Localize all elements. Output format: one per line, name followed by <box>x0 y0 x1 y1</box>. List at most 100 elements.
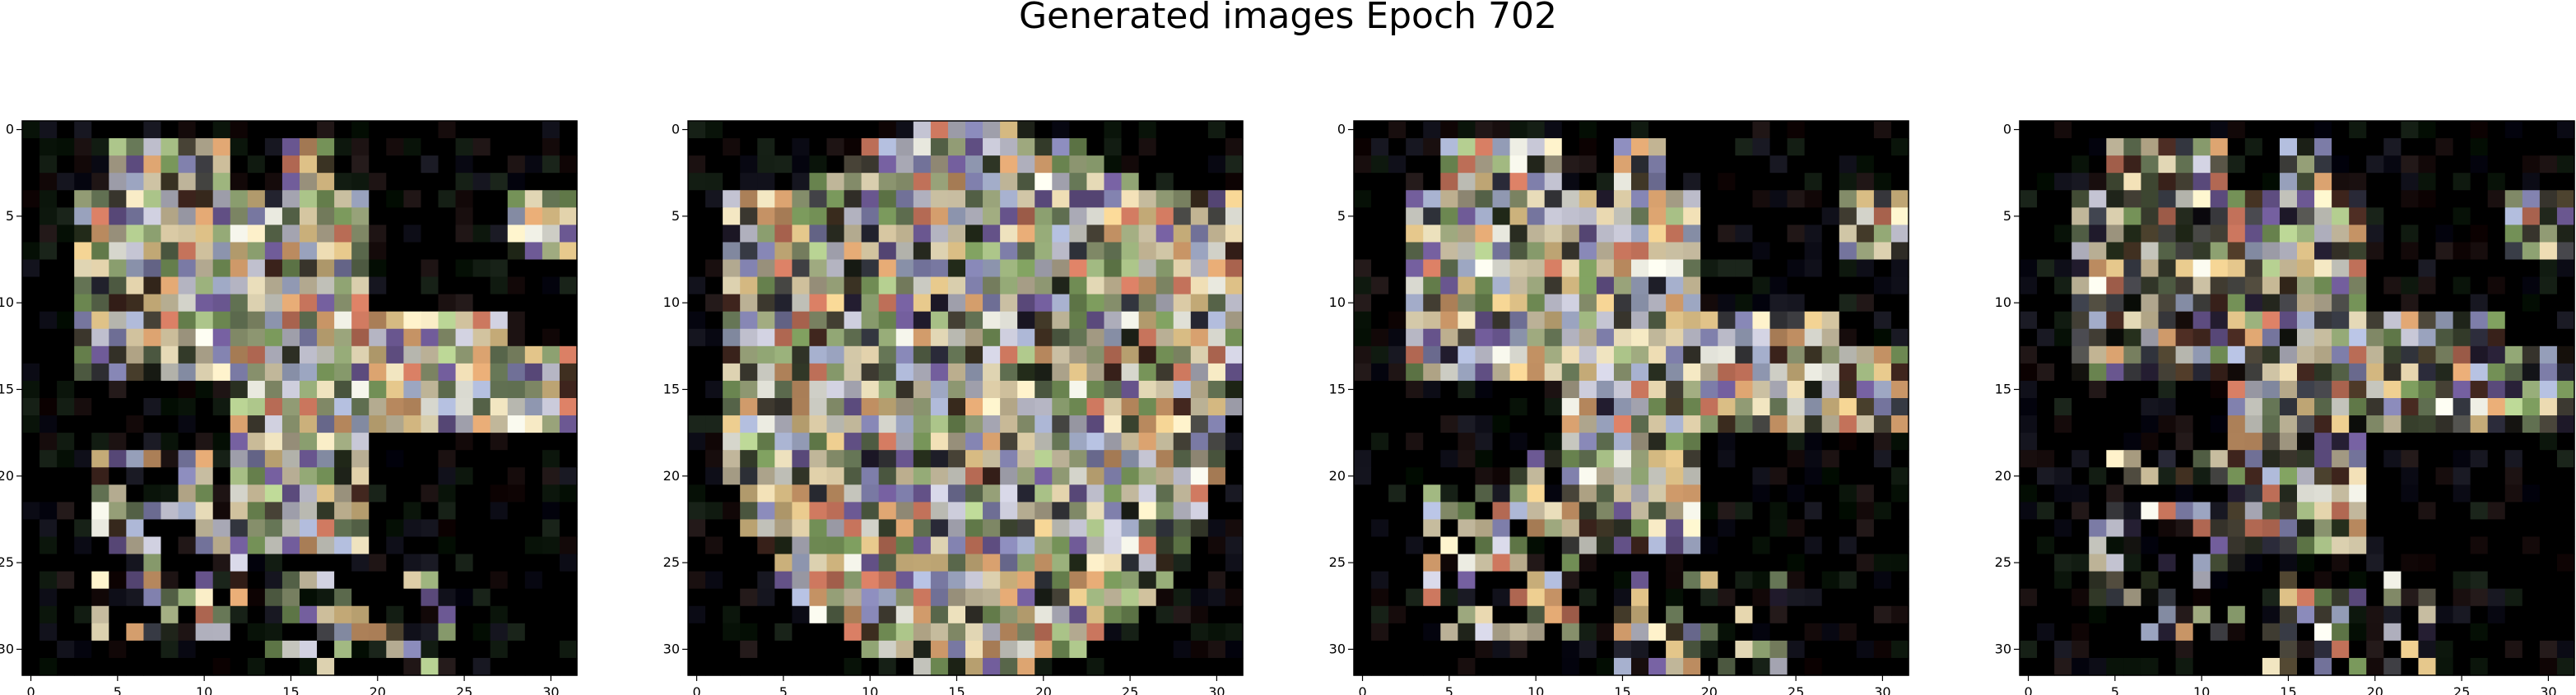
pixel <box>2158 294 2177 313</box>
pixel <box>2418 536 2437 555</box>
pixel <box>2349 380 2367 399</box>
pixel <box>2332 588 2350 607</box>
pixel <box>160 311 179 330</box>
pixel <box>2071 433 2090 451</box>
pixel <box>2349 484 2367 503</box>
pixel <box>2141 467 2160 485</box>
pixel <box>438 155 457 174</box>
pixel <box>2071 363 2090 382</box>
pixel <box>2487 605 2506 624</box>
pixel <box>2504 415 2523 433</box>
pixel <box>2089 571 2107 590</box>
pixel <box>317 242 335 261</box>
pixel <box>2123 242 2142 261</box>
pixel <box>2054 121 2072 139</box>
pixel <box>2349 433 2367 451</box>
pixel <box>40 242 58 261</box>
pixel <box>455 380 474 399</box>
pixel <box>2158 363 2177 382</box>
pixel <box>2556 484 2575 503</box>
pixel <box>2192 294 2211 313</box>
pixel <box>40 328 58 347</box>
pixel <box>2123 380 2142 399</box>
pixel <box>2314 311 2332 330</box>
pixel <box>2037 207 2055 225</box>
pixel <box>2262 138 2281 156</box>
pixel <box>542 138 560 156</box>
pixel <box>2106 398 2124 416</box>
pixel <box>2418 259 2437 278</box>
pixel <box>403 207 422 225</box>
pixel <box>195 190 214 208</box>
pixel <box>2279 554 2298 572</box>
pixel <box>109 276 127 295</box>
pixel <box>2020 138 2038 156</box>
pixel <box>2262 519 2281 538</box>
pixel <box>490 345 509 364</box>
pixel <box>178 155 197 174</box>
pixel <box>2089 657 2107 676</box>
pixel <box>2141 502 2160 521</box>
pixel <box>2210 225 2229 243</box>
pixel <box>2332 657 2350 676</box>
pixel <box>22 173 40 191</box>
pixel <box>2192 363 2211 382</box>
pixel <box>455 242 474 261</box>
pixel <box>2037 450 2055 468</box>
pixel <box>109 173 127 191</box>
pixel <box>2314 242 2332 261</box>
pixel <box>2020 173 2038 191</box>
pixel <box>507 311 526 330</box>
pixel <box>2192 640 2211 659</box>
pixel <box>126 415 145 433</box>
pixel <box>2401 328 2420 347</box>
pixel <box>2366 415 2384 433</box>
pixel <box>2089 225 2107 243</box>
pixel <box>2054 328 2072 347</box>
pixel <box>2037 623 2055 642</box>
pixel <box>74 363 92 382</box>
pixel <box>2227 433 2246 451</box>
pixel <box>2071 605 2090 624</box>
pixel <box>2297 259 2315 278</box>
pixel <box>2453 242 2471 261</box>
pixel <box>2141 623 2160 642</box>
pixel <box>542 345 560 364</box>
pixel <box>542 450 560 468</box>
pixel <box>2366 640 2384 659</box>
pixel <box>2175 450 2194 468</box>
pixel <box>2297 294 2315 313</box>
pixel <box>2332 484 2350 503</box>
pixel <box>2556 554 2575 572</box>
pixel <box>2158 173 2177 191</box>
pixel <box>2314 657 2332 676</box>
pixel <box>91 415 109 433</box>
pixel <box>2175 536 2194 555</box>
pixel <box>160 121 179 139</box>
pixel <box>403 173 422 191</box>
pixel <box>2487 398 2506 416</box>
pixel <box>91 242 109 261</box>
pixel <box>438 121 457 139</box>
pixel <box>281 121 300 139</box>
pixel <box>455 415 474 433</box>
pixel <box>2054 450 2072 468</box>
pixel <box>2020 294 2038 313</box>
pixel <box>2349 554 2367 572</box>
pixel <box>2504 640 2523 659</box>
pixel <box>334 380 352 399</box>
pixel <box>2089 588 2107 607</box>
pixel <box>2106 225 2124 243</box>
pixel <box>2192 225 2211 243</box>
pixel <box>2435 450 2454 468</box>
pixel <box>2418 294 2437 313</box>
pixel <box>2487 415 2506 433</box>
pixel <box>57 207 75 225</box>
pixel <box>2332 363 2350 382</box>
pixel <box>2435 225 2454 243</box>
pixel <box>2089 623 2107 642</box>
pixel <box>2487 363 2506 382</box>
pixel <box>2383 276 2402 295</box>
pixel <box>2158 519 2177 538</box>
pixel <box>2383 328 2402 347</box>
